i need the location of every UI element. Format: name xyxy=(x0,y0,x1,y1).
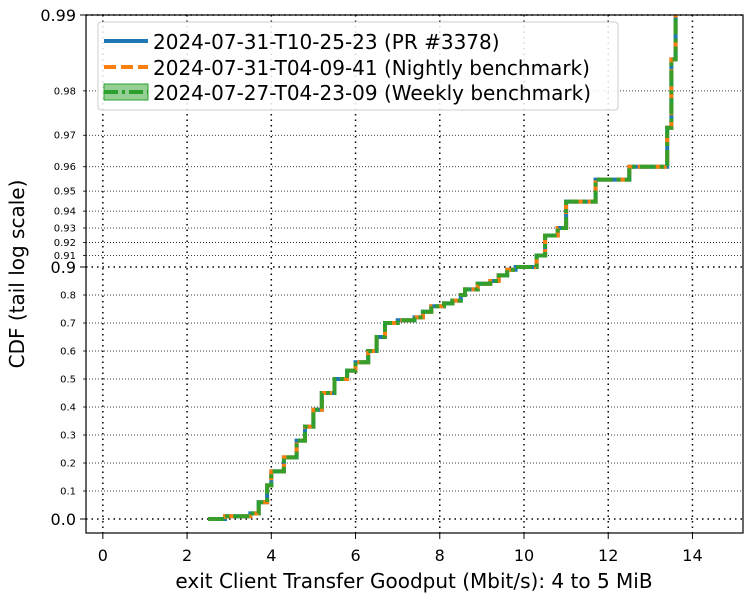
legend-label-weekly: 2024-07-27-T04-23-09 (Weekly benchmark) xyxy=(153,81,591,105)
x-axis-label: exit Client Transfer Goodput (Mbit/s): 4… xyxy=(175,569,652,593)
y-minor-tick-label: 0.91 xyxy=(54,251,76,262)
legend-label-pr: 2024-07-31-T10-25-23 (PR #3378) xyxy=(153,30,500,54)
x-tick-label: 8 xyxy=(435,546,445,565)
y-minor-tick-label: 0.5 xyxy=(60,375,76,386)
y-major-tick-label: 0.9 xyxy=(51,258,76,277)
y-minor-tick-label: 0.6 xyxy=(60,347,76,358)
y-minor-tick-label: 0.8 xyxy=(60,291,76,302)
x-tick-label: 4 xyxy=(266,546,276,565)
y-minor-tick-label: 0.97 xyxy=(54,131,76,142)
y-minor-tick-label: 0.98 xyxy=(54,86,76,97)
y-axis-label: CDF (tail log scale) xyxy=(5,180,29,369)
y-minor-tick-label: 0.95 xyxy=(54,187,76,198)
y-minor-tick-label: 0.92 xyxy=(54,238,76,249)
y-minor-tick-label: 0.2 xyxy=(60,459,76,470)
y-minor-tick-label: 0.93 xyxy=(54,223,76,234)
x-tick-label: 6 xyxy=(350,546,360,565)
grid-layer xyxy=(86,14,743,533)
y-major-tick-label: 0.99 xyxy=(40,6,76,25)
legend-box xyxy=(97,21,619,111)
plot-area-frame xyxy=(85,14,744,534)
y-minor-tick-label: 0.94 xyxy=(54,207,76,218)
x-tick-label: 12 xyxy=(598,546,618,565)
x-tick-label: 2 xyxy=(182,546,192,565)
y-minor-tick-label: 0.96 xyxy=(54,162,76,173)
legend: 2024-07-31-T10-25-23 (PR #3378) 2024-07-… xyxy=(97,21,619,111)
x-tick-label: 0 xyxy=(98,546,108,565)
y-minor-tick-label: 0.1 xyxy=(60,487,76,498)
series-line-weekly xyxy=(208,15,678,521)
y-minor-tick-label: 0.4 xyxy=(60,403,76,414)
x-tick-label: 14 xyxy=(682,546,702,565)
y-minor-tick-label: 0.3 xyxy=(60,431,76,442)
series-layer xyxy=(208,15,678,521)
x-tick-label: 10 xyxy=(514,546,534,565)
x-axis-ticks: 0 2 4 6 8 10 12 14 xyxy=(98,533,703,565)
y-major-tick-label: 0.0 xyxy=(51,510,76,529)
legend-label-nightly: 2024-07-31-T04-09-41 (Nightly benchmark) xyxy=(153,56,590,80)
y-minor-tick-label: 0.7 xyxy=(60,319,76,330)
y-axis-ticks: 0.0 0.9 0.99 0.1 0.2 0.3 0.4 0.5 0.6 0.7 0.8 0.91 0.… xyxy=(40,6,86,529)
